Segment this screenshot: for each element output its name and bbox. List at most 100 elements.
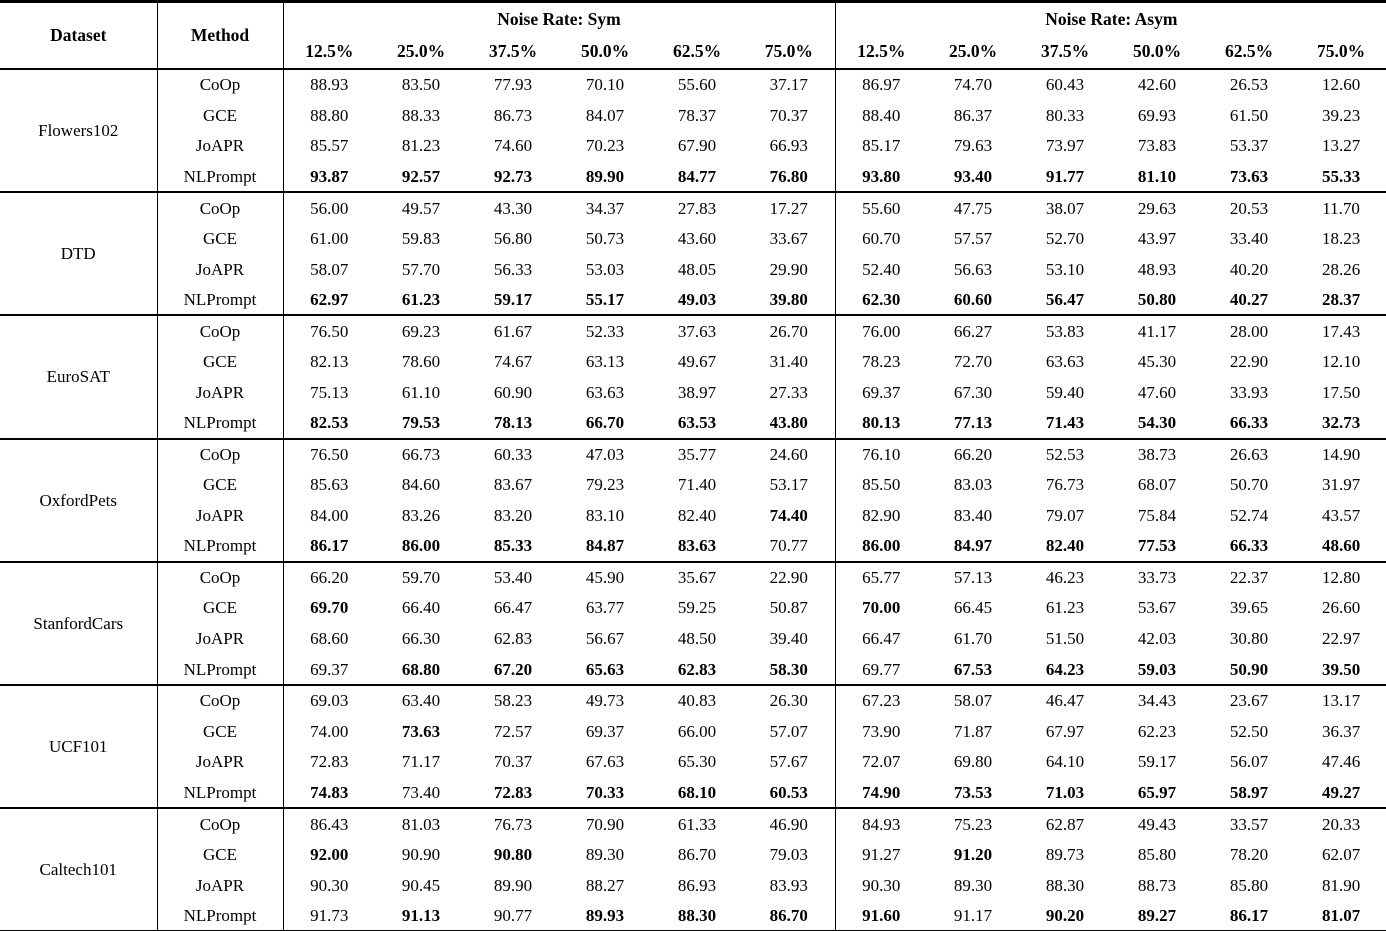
accuracy-value-sym: 85.33 <box>493 536 533 556</box>
accuracy-value-sym: 48.05 <box>677 259 717 279</box>
accuracy-value-sym: 47.03 <box>559 437 651 470</box>
accuracy-value-asym: 78.20 <box>1229 844 1269 864</box>
method-name: JoAPR <box>157 746 284 778</box>
accuracy-value-sym: 74.00 <box>310 721 349 741</box>
accuracy-value-asym: 69.93 <box>1137 105 1177 125</box>
table-row: UCF101 CoOp 69.03 63.40 58.23 49.73 40.83 26.30… <box>0 683 1386 809</box>
accuracy-value-sym: 82.13 <box>310 352 349 372</box>
accuracy-value-sym: 22.90 <box>743 560 836 593</box>
accuracy-value-asym: 72.70 <box>953 352 993 372</box>
accuracy-value-sym: 65.30 <box>677 752 717 772</box>
accuracy-value-asym: 89.73 <box>1045 844 1085 864</box>
accuracy-value-asym: 84.97 <box>953 536 993 556</box>
accuracy-value-sym: 35.77 <box>651 437 743 470</box>
accuracy-value-sym: 84.77 <box>677 166 717 186</box>
accuracy-value-asym: 76.73 <box>1045 475 1085 495</box>
accuracy-value-sym: 72.83 <box>493 782 533 802</box>
accuracy-value-sym: 70.33 <box>585 782 625 802</box>
accuracy-value-asym: 85.17 <box>862 136 901 156</box>
accuracy-value-sym: 60.53 <box>743 777 836 809</box>
accuracy-value-sym: 37.17 <box>743 68 836 100</box>
accuracy-value-sym: 57.07 <box>743 715 836 747</box>
accuracy-value-sym: 84.07 <box>585 105 625 125</box>
accuracy-value-sym: 55.60 <box>651 68 743 100</box>
accuracy-value-sym: 89.93 <box>585 905 625 925</box>
accuracy-value-sym: 49.57 <box>375 191 467 223</box>
accuracy-value-asym: 39.23 <box>1321 105 1361 125</box>
table-row: StanfordCars CoOp 66.20 59.70 53.40 45.90 35.6… <box>0 560 1386 685</box>
accuracy-value-asym: 60.60 <box>953 289 993 309</box>
accuracy-value-sym: 66.73 <box>375 437 467 470</box>
accuracy-value-asym: 55.60 <box>835 191 928 223</box>
accuracy-value-sym: 89.90 <box>493 875 533 895</box>
accuracy-value-sym: 82.53 <box>310 413 349 433</box>
accuracy-value-asym: 64.10 <box>1045 752 1085 772</box>
accuracy-value-sym: 58.23 <box>467 683 559 716</box>
accuracy-value-asym: 89.30 <box>953 875 993 895</box>
accuracy-value-sym: 45.90 <box>559 560 651 593</box>
accuracy-value-asym: 52.74 <box>1229 506 1269 526</box>
accuracy-value-asym: 77.13 <box>953 413 993 433</box>
accuracy-value-sym: 79.23 <box>585 475 625 495</box>
accuracy-value-sym: 90.30 <box>310 875 349 895</box>
accuracy-value-asym: 74.70 <box>927 68 1020 100</box>
accuracy-value-asym: 88.30 <box>1045 875 1085 895</box>
accuracy-value-asym: 39.65 <box>1229 598 1269 618</box>
accuracy-value-asym: 38.73 <box>1111 437 1204 470</box>
dataset-name: Flowers102 <box>0 67 158 193</box>
accuracy-value-sym: 70.37 <box>743 99 836 131</box>
accuracy-value-asym: 61.23 <box>1045 598 1085 618</box>
accuracy-value-asym: 73.83 <box>1137 136 1177 156</box>
accuracy-value-asym: 66.27 <box>927 314 1020 347</box>
method-name: CoOp <box>157 807 284 839</box>
accuracy-value-asym: 23.67 <box>1203 683 1296 716</box>
accuracy-value-sym: 56.33 <box>493 259 533 279</box>
table-row: NLPrompt 86.17 86.00 85.33 84.87 83.63 70.77 86… <box>0 530 1386 562</box>
accuracy-value-asym: 28.26 <box>1321 259 1361 279</box>
method-name: GCE <box>157 222 284 254</box>
accuracy-value-asym: 18.23 <box>1321 228 1361 248</box>
method-name: JoAPR <box>157 869 284 901</box>
accuracy-value-asym: 54.30 <box>1137 413 1177 433</box>
dataset-name: StanfordCars <box>0 560 158 685</box>
table-header: Dataset Method Noise Rate: Sym Noise Rat… <box>0 1 1386 69</box>
accuracy-value-sym: 92.00 <box>310 844 349 864</box>
accuracy-value-asym: 69.37 <box>862 382 901 402</box>
accuracy-value-sym: 85.57 <box>310 136 349 156</box>
accuracy-value-asym: 71.03 <box>1045 782 1085 802</box>
accuracy-value-sym: 29.90 <box>743 253 836 285</box>
table-row: GCE 74.00 73.63 72.57 69.37 66.00 57.07 73.90 71… <box>0 715 1386 747</box>
accuracy-value-asym: 62.23 <box>1137 721 1177 741</box>
accuracy-value-sym: 93.87 <box>310 166 349 186</box>
accuracy-value-asym: 67.30 <box>953 382 993 402</box>
accuracy-value-sym: 33.67 <box>743 222 836 254</box>
accuracy-value-asym: 67.23 <box>835 683 928 716</box>
accuracy-value-sym: 37.63 <box>651 314 743 347</box>
accuracy-value-sym: 83.50 <box>375 68 467 100</box>
accuracy-value-sym: 84.00 <box>310 506 349 526</box>
method-name: GCE <box>157 715 284 747</box>
column-header-sym-37-5: 37.5% <box>488 41 538 62</box>
accuracy-value-asym: 66.33 <box>1229 413 1269 433</box>
accuracy-value-asym: 90.30 <box>862 875 901 895</box>
accuracy-value-asym: 59.40 <box>1045 382 1085 402</box>
accuracy-value-sym: 27.83 <box>651 191 743 223</box>
accuracy-value-asym: 13.17 <box>1295 683 1386 716</box>
accuracy-value-sym: 70.23 <box>585 136 625 156</box>
table-row: GCE 85.63 84.60 83.67 79.23 71.40 53.17 85.50 83… <box>0 469 1386 501</box>
accuracy-value-sym: 86.17 <box>310 536 349 556</box>
method-name: GCE <box>157 99 284 131</box>
accuracy-value-asym: 73.97 <box>1045 136 1085 156</box>
accuracy-value-sym: 60.33 <box>467 437 559 470</box>
accuracy-value-asym: 71.43 <box>1045 413 1085 433</box>
accuracy-value-asym: 26.53 <box>1203 68 1296 100</box>
accuracy-value-asym: 83.03 <box>953 475 993 495</box>
accuracy-value-sym: 56.67 <box>585 629 625 649</box>
table-row: NLPrompt 93.87 92.57 92.73 89.90 84.77 76.80 93… <box>0 161 1386 193</box>
column-header-sym-75-0: 75.0% <box>743 36 836 69</box>
accuracy-value-sym: 86.93 <box>677 875 717 895</box>
method-name: CoOp <box>157 560 284 593</box>
accuracy-value-asym: 11.70 <box>1295 191 1386 223</box>
method-name: GCE <box>157 838 284 870</box>
